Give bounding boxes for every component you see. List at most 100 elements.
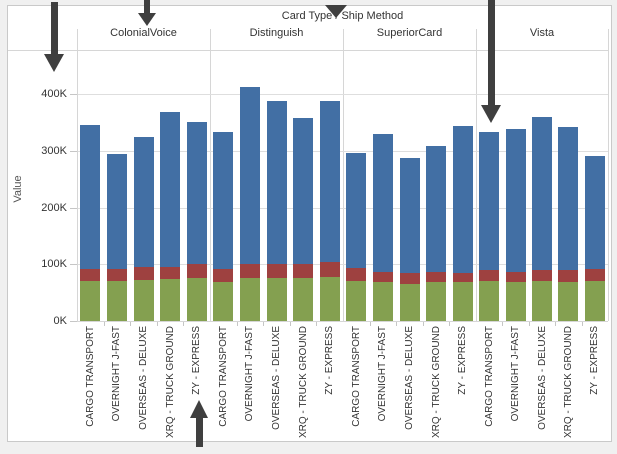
bar-segment-top-segment[interactable] xyxy=(479,132,500,270)
arrow-left-axis-shaft xyxy=(50,2,58,54)
bar-segment-top-segment[interactable] xyxy=(133,136,154,267)
bar-superiorcard-xrq-truck-ground[interactable] xyxy=(426,145,447,321)
bar-segment-middle-segment[interactable] xyxy=(239,264,260,279)
bar-segment-bottom-segment[interactable] xyxy=(186,278,207,321)
bar-superiorcard-cargo-transport[interactable] xyxy=(346,153,367,321)
y-tick-mark xyxy=(70,150,77,152)
bar-segment-middle-segment[interactable] xyxy=(213,268,234,283)
x-axis-label-cargo-transport: CARGO TRANSPORT xyxy=(350,326,362,427)
y-tick-label: 300K xyxy=(41,144,67,157)
bar-segment-bottom-segment[interactable] xyxy=(319,277,340,321)
bar-segment-bottom-segment[interactable] xyxy=(266,278,287,321)
bar-superiorcard-overnight-j-fast[interactable] xyxy=(372,133,393,321)
x-tick-mark xyxy=(502,322,504,326)
bar-colonialvoice-overnight-j-fast[interactable] xyxy=(106,153,127,321)
bar-segment-bottom-segment[interactable] xyxy=(213,282,234,321)
bar-distinguish-overnight-j-fast[interactable] xyxy=(239,86,260,321)
bar-segment-bottom-segment[interactable] xyxy=(239,278,260,321)
arrow-colonialvoice-header-shaft xyxy=(144,0,150,13)
bar-segment-top-segment[interactable] xyxy=(372,133,393,272)
bar-segment-top-segment[interactable] xyxy=(266,100,287,264)
bar-segment-bottom-segment[interactable] xyxy=(452,282,473,321)
bar-segment-bottom-segment[interactable] xyxy=(426,282,447,321)
bar-segment-top-segment[interactable] xyxy=(80,125,101,269)
bar-superiorcard-overseas-deluxe[interactable] xyxy=(399,157,420,321)
arrow-zy-express-label-head xyxy=(189,400,208,418)
bar-superiorcard-zy-express[interactable] xyxy=(452,126,473,321)
bar-segment-top-segment[interactable] xyxy=(584,155,605,269)
y-tick-label: 200K xyxy=(41,201,67,214)
bar-segment-top-segment[interactable] xyxy=(346,153,367,269)
bar-segment-bottom-segment[interactable] xyxy=(399,283,420,321)
x-axis-label-zy-express: ZY - EXPRESS xyxy=(324,326,336,395)
bar-segment-middle-segment[interactable] xyxy=(452,272,473,283)
bar-segment-middle-segment[interactable] xyxy=(399,272,420,284)
x-axis-label-cargo-transport: CARGO TRANSPORT xyxy=(483,326,495,427)
bar-colonialvoice-xrq-truck-ground[interactable] xyxy=(160,112,181,321)
bar-segment-bottom-segment[interactable] xyxy=(106,280,127,321)
bar-segment-top-segment[interactable] xyxy=(213,132,234,269)
bar-segment-middle-segment[interactable] xyxy=(372,271,393,283)
bar-vista-overseas-deluxe[interactable] xyxy=(532,117,552,321)
bar-segment-top-segment[interactable] xyxy=(186,122,207,265)
bar-segment-bottom-segment[interactable] xyxy=(584,281,605,321)
bar-segment-top-segment[interactable] xyxy=(452,126,473,273)
bar-segment-bottom-segment[interactable] xyxy=(80,280,101,321)
bar-vista-xrq-truck-ground[interactable] xyxy=(558,127,579,321)
bar-distinguish-xrq-truck-ground[interactable] xyxy=(293,118,314,321)
bar-segment-top-segment[interactable] xyxy=(558,127,579,271)
x-tick-mark xyxy=(263,322,265,326)
bar-vista-overnight-j-fast[interactable] xyxy=(505,129,526,321)
bar-distinguish-overseas-deluxe[interactable] xyxy=(266,100,287,321)
bar-segment-bottom-segment[interactable] xyxy=(133,280,154,321)
bar-segment-middle-segment[interactable] xyxy=(346,268,367,281)
bar-segment-middle-segment[interactable] xyxy=(426,271,447,283)
bar-segment-top-segment[interactable] xyxy=(106,153,127,269)
bar-segment-top-segment[interactable] xyxy=(319,100,340,262)
bar-segment-middle-segment[interactable] xyxy=(106,268,127,281)
bar-segment-middle-segment[interactable] xyxy=(505,271,526,283)
bar-segment-top-segment[interactable] xyxy=(399,157,420,273)
x-tick-mark xyxy=(130,322,132,326)
bar-segment-bottom-segment[interactable] xyxy=(532,281,552,321)
bar-segment-middle-segment[interactable] xyxy=(558,270,579,283)
bar-segment-bottom-segment[interactable] xyxy=(346,280,367,321)
bar-segment-bottom-segment[interactable] xyxy=(372,282,393,321)
bar-colonialvoice-overseas-deluxe[interactable] xyxy=(133,136,154,321)
bar-distinguish-zy-express[interactable] xyxy=(319,100,340,321)
bar-segment-top-segment[interactable] xyxy=(160,112,181,268)
bar-distinguish-cargo-transport[interactable] xyxy=(213,132,234,321)
panel-divider xyxy=(608,29,609,321)
bar-segment-middle-segment[interactable] xyxy=(186,264,207,279)
bar-segment-middle-segment[interactable] xyxy=(479,269,500,282)
bar-segment-middle-segment[interactable] xyxy=(319,261,340,278)
x-tick-mark xyxy=(581,322,583,326)
bar-segment-middle-segment[interactable] xyxy=(133,266,154,281)
bar-segment-top-segment[interactable] xyxy=(532,117,552,271)
x-axis-label-overnight-j-fast: OVERNIGHT J-FAST xyxy=(377,326,389,422)
bar-segment-top-segment[interactable] xyxy=(426,145,447,272)
bar-segment-middle-segment[interactable] xyxy=(266,263,287,279)
bar-segment-middle-segment[interactable] xyxy=(293,264,314,279)
x-tick-mark xyxy=(369,322,371,326)
bar-segment-bottom-segment[interactable] xyxy=(293,278,314,321)
x-tick-mark xyxy=(316,322,318,326)
panel-divider xyxy=(476,29,477,321)
bar-segment-bottom-segment[interactable] xyxy=(505,282,526,321)
bar-segment-middle-segment[interactable] xyxy=(584,268,605,282)
bar-segment-bottom-segment[interactable] xyxy=(160,278,181,321)
bar-colonialvoice-cargo-transport[interactable] xyxy=(80,125,101,321)
x-axis-label-overnight-j-fast: OVERNIGHT J-FAST xyxy=(244,326,256,422)
bar-segment-bottom-segment[interactable] xyxy=(558,282,579,321)
bar-segment-top-segment[interactable] xyxy=(293,118,314,265)
bar-segment-bottom-segment[interactable] xyxy=(479,281,500,321)
bar-colonialvoice-zy-express[interactable] xyxy=(186,122,207,321)
bar-segment-middle-segment[interactable] xyxy=(160,267,181,279)
bar-segment-middle-segment[interactable] xyxy=(80,268,101,281)
bar-segment-middle-segment[interactable] xyxy=(532,270,552,282)
bar-vista-zy-express[interactable] xyxy=(584,155,605,321)
bar-segment-top-segment[interactable] xyxy=(505,129,526,272)
bar-vista-cargo-transport[interactable] xyxy=(479,132,500,321)
bar-segment-top-segment[interactable] xyxy=(239,86,260,265)
